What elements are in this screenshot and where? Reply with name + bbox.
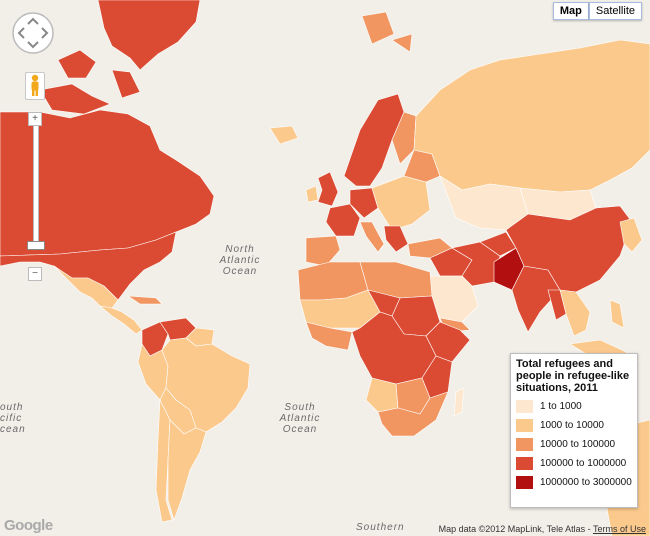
region-brazil[interactable] [161,337,251,433]
street-view-pegman[interactable] [25,72,45,100]
region-southern-africa[interactable] [377,391,449,437]
pan-up-icon[interactable] [27,17,39,25]
pan-down-icon[interactable] [27,41,39,49]
legend-item: 1 to 1000 [516,400,632,413]
region-iberia[interactable] [305,235,341,267]
ocean-label-south-atlantic: South Atlantic Ocean [279,402,321,435]
region-italy[interactable] [359,221,385,253]
map-legend: Total refugees and people in refugee-lik… [510,353,638,508]
legend-item: 1000000 to 3000000 [516,476,632,489]
legend-swatch [516,476,533,489]
region-germany[interactable] [349,187,379,219]
google-logo[interactable]: Google [4,517,53,534]
ocean-label-south-pacific: outh cific cean [0,402,26,435]
ocean-label-southern: Southern [356,522,405,533]
region-ireland[interactable] [305,185,319,203]
region-madagascar[interactable] [453,387,465,417]
region-philippines[interactable] [609,299,625,329]
satellite-button[interactable]: Satellite [588,2,642,20]
map-attribution: Map data ©2012 MapLink, Tele Atlas - Ter… [438,524,646,534]
region-iceland[interactable] [269,125,299,145]
region-uk[interactable] [317,171,339,207]
map-button[interactable]: Map [552,2,589,20]
region-thailand-myanmar[interactable] [547,289,567,321]
pan-left-icon[interactable] [17,27,25,39]
zoom-slider-handle[interactable] [27,241,45,250]
region-russian-arctic-islands[interactable] [361,11,413,53]
zoom-in-button[interactable]: + [28,112,42,126]
legend-swatch [516,419,533,432]
region-balkans[interactable] [383,225,409,253]
legend-item: 10000 to 100000 [516,438,632,451]
region-canadian-arctic[interactable] [39,49,141,115]
region-korea-japan[interactable] [619,217,643,253]
legend-item: 100000 to 1000000 [516,457,632,470]
legend-swatch [516,438,533,451]
pan-control[interactable] [11,11,55,55]
pan-right-icon[interactable] [41,27,49,39]
legend-title: Total refugees and people in refugee-lik… [516,358,630,394]
region-argentina[interactable] [167,419,207,521]
zoom-out-button[interactable]: − [28,267,42,281]
pegman-icon [31,74,39,96]
legend-item: 1000 to 10000 [516,419,632,432]
map-type-control: Map Satellite [552,2,642,20]
region-caribbean[interactable] [126,295,163,305]
legend-swatch [516,400,533,413]
region-china[interactable] [505,205,633,293]
region-greenland[interactable] [97,0,201,71]
terms-of-use-link[interactable]: Terms of Use [592,524,646,534]
region-usa[interactable] [0,231,177,301]
zoom-slider-track[interactable] [33,120,39,247]
ocean-label-north-atlantic: North Atlantic Ocean [219,244,261,277]
region-west-africa-coast[interactable] [305,321,353,351]
region-central-africa[interactable] [351,311,437,385]
legend-swatch [516,457,533,470]
